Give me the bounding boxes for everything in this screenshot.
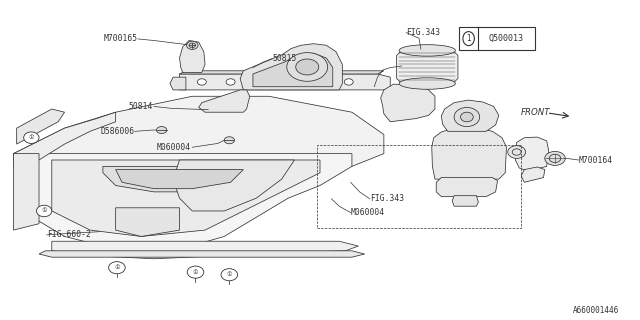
Ellipse shape — [287, 52, 328, 81]
Polygon shape — [452, 196, 478, 206]
Text: FRONT: FRONT — [521, 108, 550, 117]
Ellipse shape — [508, 146, 525, 158]
Polygon shape — [179, 74, 390, 90]
Polygon shape — [381, 84, 435, 122]
Bar — [317, 145, 520, 228]
Ellipse shape — [197, 79, 206, 85]
Text: FIG.660-2: FIG.660-2 — [47, 230, 90, 239]
Ellipse shape — [344, 79, 353, 85]
Polygon shape — [13, 154, 39, 230]
Ellipse shape — [399, 78, 456, 89]
Ellipse shape — [545, 151, 565, 165]
Text: ①: ① — [42, 208, 47, 213]
Polygon shape — [52, 241, 358, 259]
Ellipse shape — [226, 79, 235, 85]
Polygon shape — [397, 50, 458, 84]
Ellipse shape — [186, 41, 198, 50]
Polygon shape — [521, 167, 545, 182]
Text: D586006: D586006 — [100, 127, 135, 136]
Text: M700165: M700165 — [104, 35, 138, 44]
Text: 50815: 50815 — [272, 54, 296, 63]
Ellipse shape — [316, 79, 324, 85]
Ellipse shape — [24, 132, 39, 143]
Ellipse shape — [461, 112, 473, 122]
Polygon shape — [116, 208, 179, 236]
Ellipse shape — [296, 59, 319, 75]
Polygon shape — [17, 109, 65, 144]
Polygon shape — [52, 160, 320, 236]
Text: ①: ① — [114, 265, 120, 270]
Text: Q500013: Q500013 — [489, 34, 524, 43]
Text: ①: ① — [193, 270, 198, 275]
Polygon shape — [39, 251, 365, 257]
Polygon shape — [253, 53, 333, 87]
Ellipse shape — [221, 269, 237, 281]
Polygon shape — [13, 112, 116, 160]
Text: M060004: M060004 — [157, 143, 191, 152]
Polygon shape — [198, 90, 250, 112]
Ellipse shape — [187, 266, 204, 278]
Polygon shape — [179, 41, 205, 72]
Text: M060004: M060004 — [351, 208, 385, 217]
Polygon shape — [116, 170, 243, 189]
Text: ①: ① — [29, 135, 34, 140]
Ellipse shape — [157, 126, 167, 133]
Text: ①: ① — [227, 272, 232, 277]
Polygon shape — [442, 100, 499, 131]
Polygon shape — [432, 126, 506, 179]
Text: A660001446: A660001446 — [573, 306, 619, 315]
Ellipse shape — [454, 108, 479, 126]
Polygon shape — [240, 44, 342, 90]
Polygon shape — [103, 166, 256, 192]
Ellipse shape — [399, 45, 456, 56]
Ellipse shape — [284, 79, 292, 85]
Polygon shape — [436, 178, 497, 197]
Text: 1: 1 — [467, 34, 471, 43]
Polygon shape — [170, 77, 186, 90]
Ellipse shape — [255, 79, 264, 85]
Polygon shape — [33, 154, 352, 249]
Polygon shape — [173, 160, 294, 211]
Text: 50814: 50814 — [128, 102, 153, 111]
Text: M700164: M700164 — [579, 156, 612, 164]
Ellipse shape — [224, 137, 234, 144]
Polygon shape — [13, 96, 384, 166]
Polygon shape — [179, 71, 384, 74]
Bar — [460, 27, 534, 50]
Polygon shape — [515, 137, 548, 171]
Ellipse shape — [463, 32, 474, 46]
Text: FIG.343: FIG.343 — [406, 28, 440, 37]
Text: FIG.343: FIG.343 — [370, 194, 404, 204]
Ellipse shape — [109, 262, 125, 274]
Ellipse shape — [36, 205, 52, 217]
